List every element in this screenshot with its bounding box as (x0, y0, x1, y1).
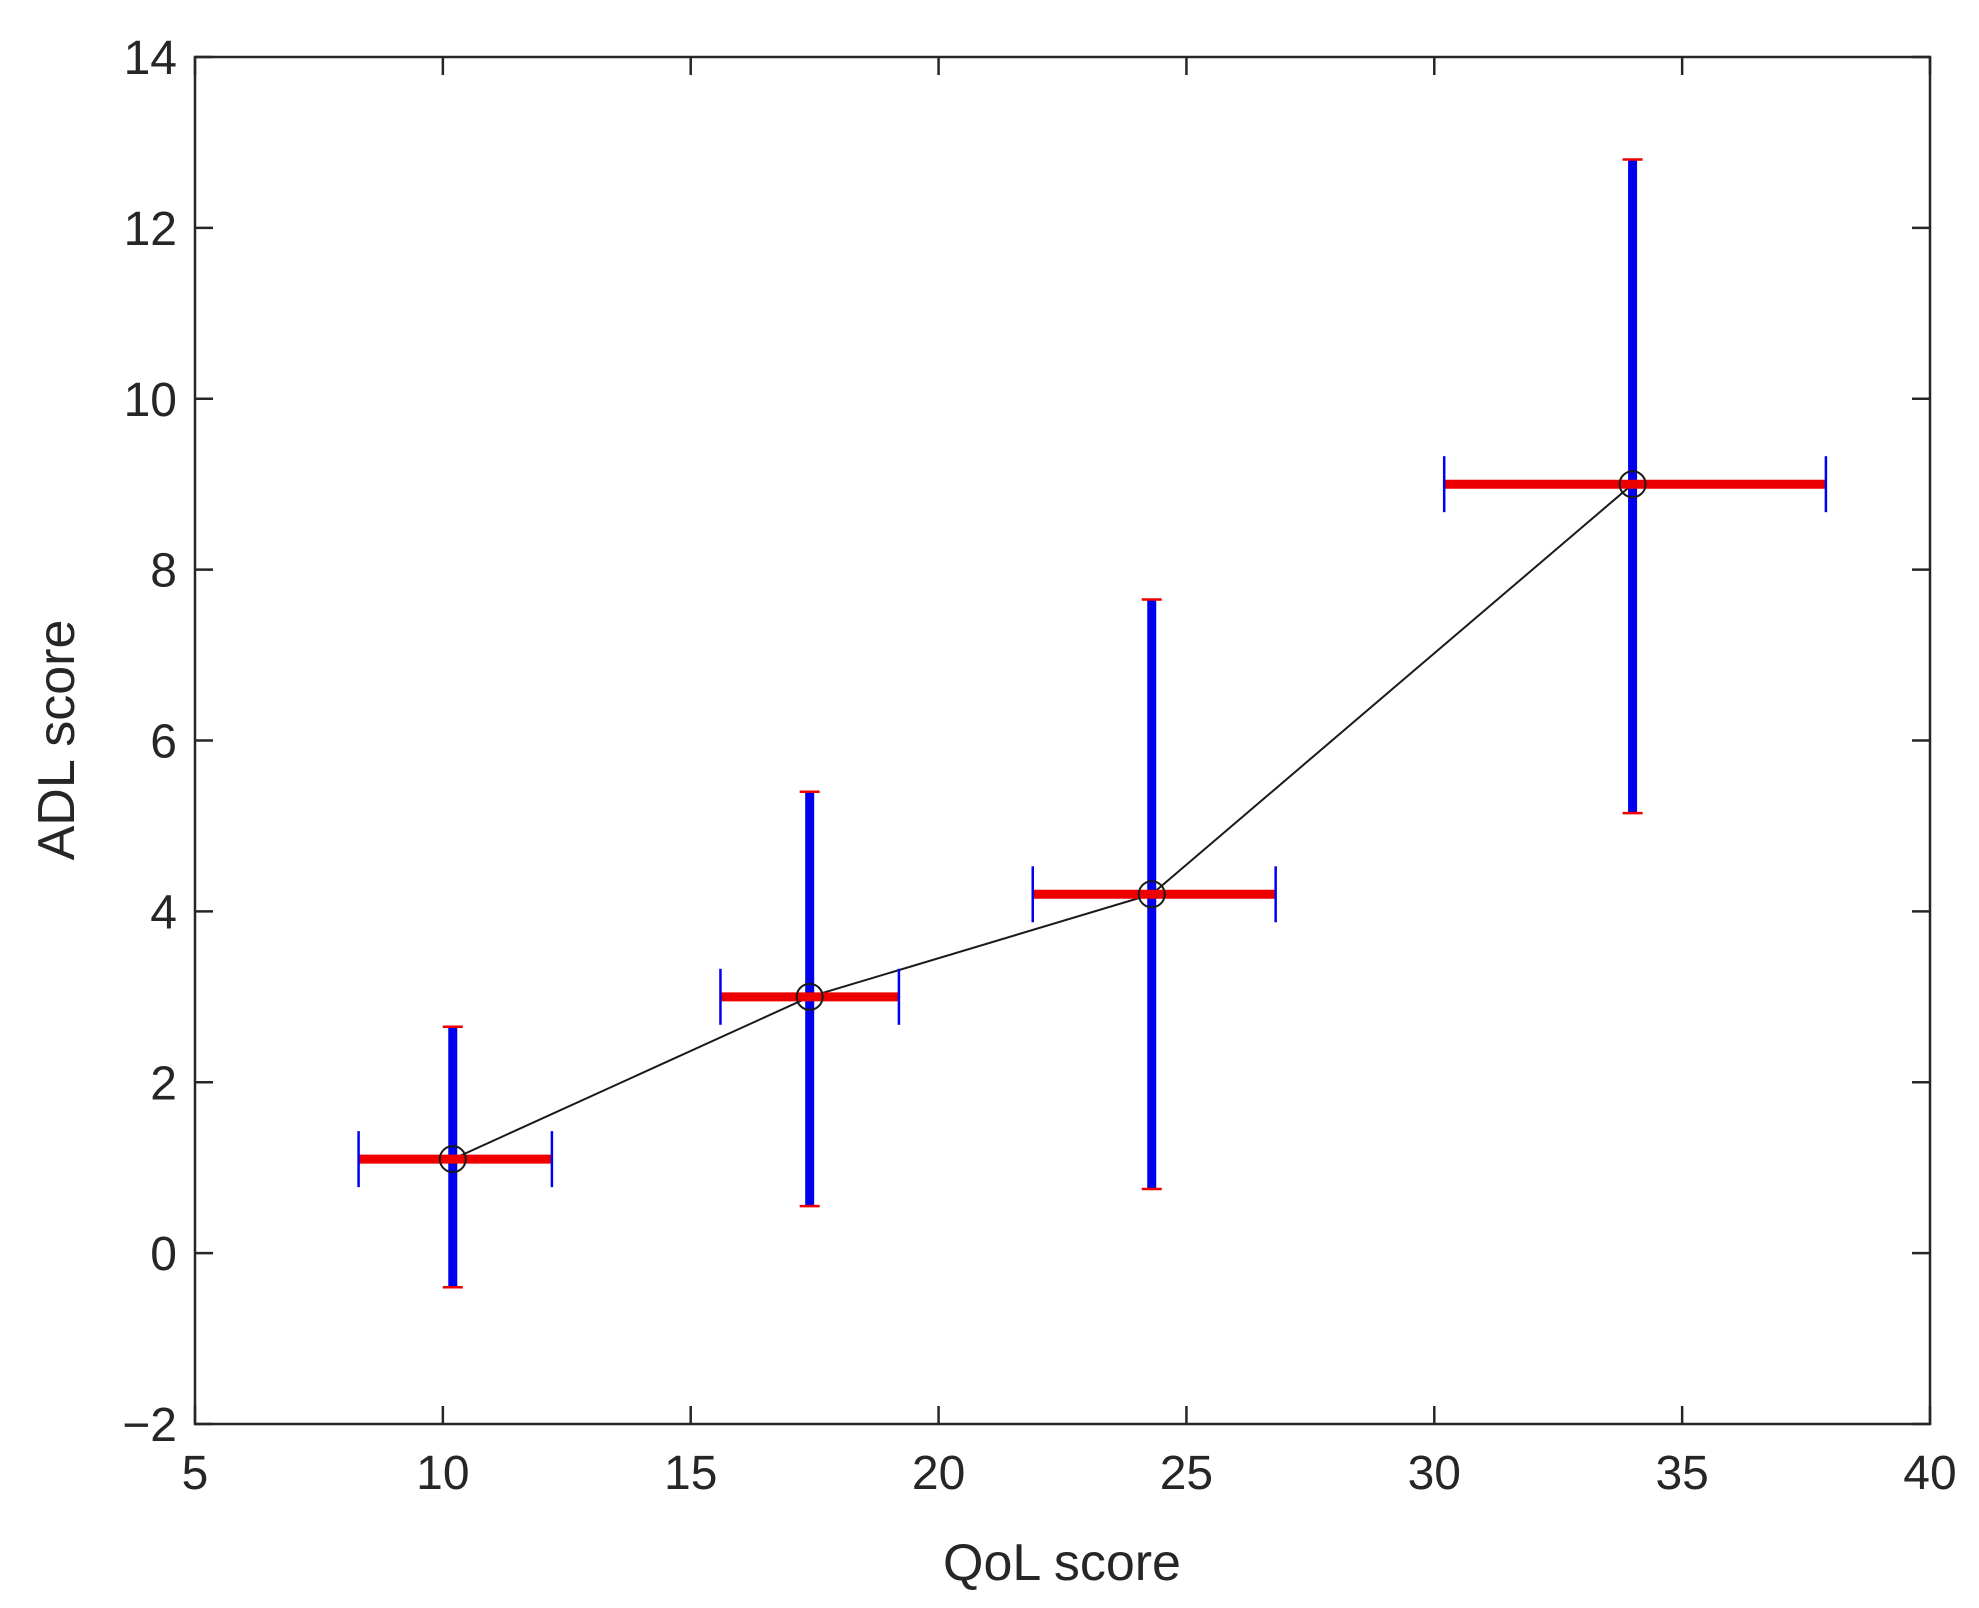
axis-ticks: 5 10 15 20 25 30 35 40 −2 0 2 4 6 8 10 12 14 (122, 32, 1956, 1500)
plot-frame (193, 55, 1932, 1426)
plot-background (195, 57, 1930, 1424)
y-tick-label: 6 (150, 716, 177, 769)
x-tick-label: 10 (416, 1447, 469, 1500)
y-tick-label: 0 (150, 1228, 177, 1281)
x-tick-label: 5 (182, 1447, 209, 1500)
y-tick-label: 8 (150, 545, 177, 598)
y-tick-label: 4 (150, 886, 177, 939)
y-tick-label: 14 (124, 32, 177, 85)
x-tick-label: 30 (1408, 1447, 1461, 1500)
data-series (357, 158, 1828, 1289)
x-tick-label: 40 (1903, 1447, 1956, 1500)
data-point-marker (795, 982, 824, 1011)
y-tick-label: −2 (122, 1399, 177, 1452)
data-point-marker (438, 1145, 467, 1174)
data-point-marker (1137, 880, 1166, 909)
y-axis-label: ADL score (28, 620, 86, 861)
x-tick-label: 25 (1160, 1447, 1213, 1500)
y-tick-label: 2 (150, 1057, 177, 1110)
x-tick-label: 15 (664, 1447, 717, 1500)
x-axis-label: QoL score (943, 1534, 1181, 1592)
y-tick-label: 10 (124, 374, 177, 427)
data-point-marker (1618, 470, 1647, 499)
mean-trend-line (452, 483, 1634, 1161)
y-tick-label: 12 (124, 203, 177, 256)
x-tick-label: 20 (912, 1447, 965, 1500)
x-tick-label: 35 (1655, 1447, 1708, 1500)
